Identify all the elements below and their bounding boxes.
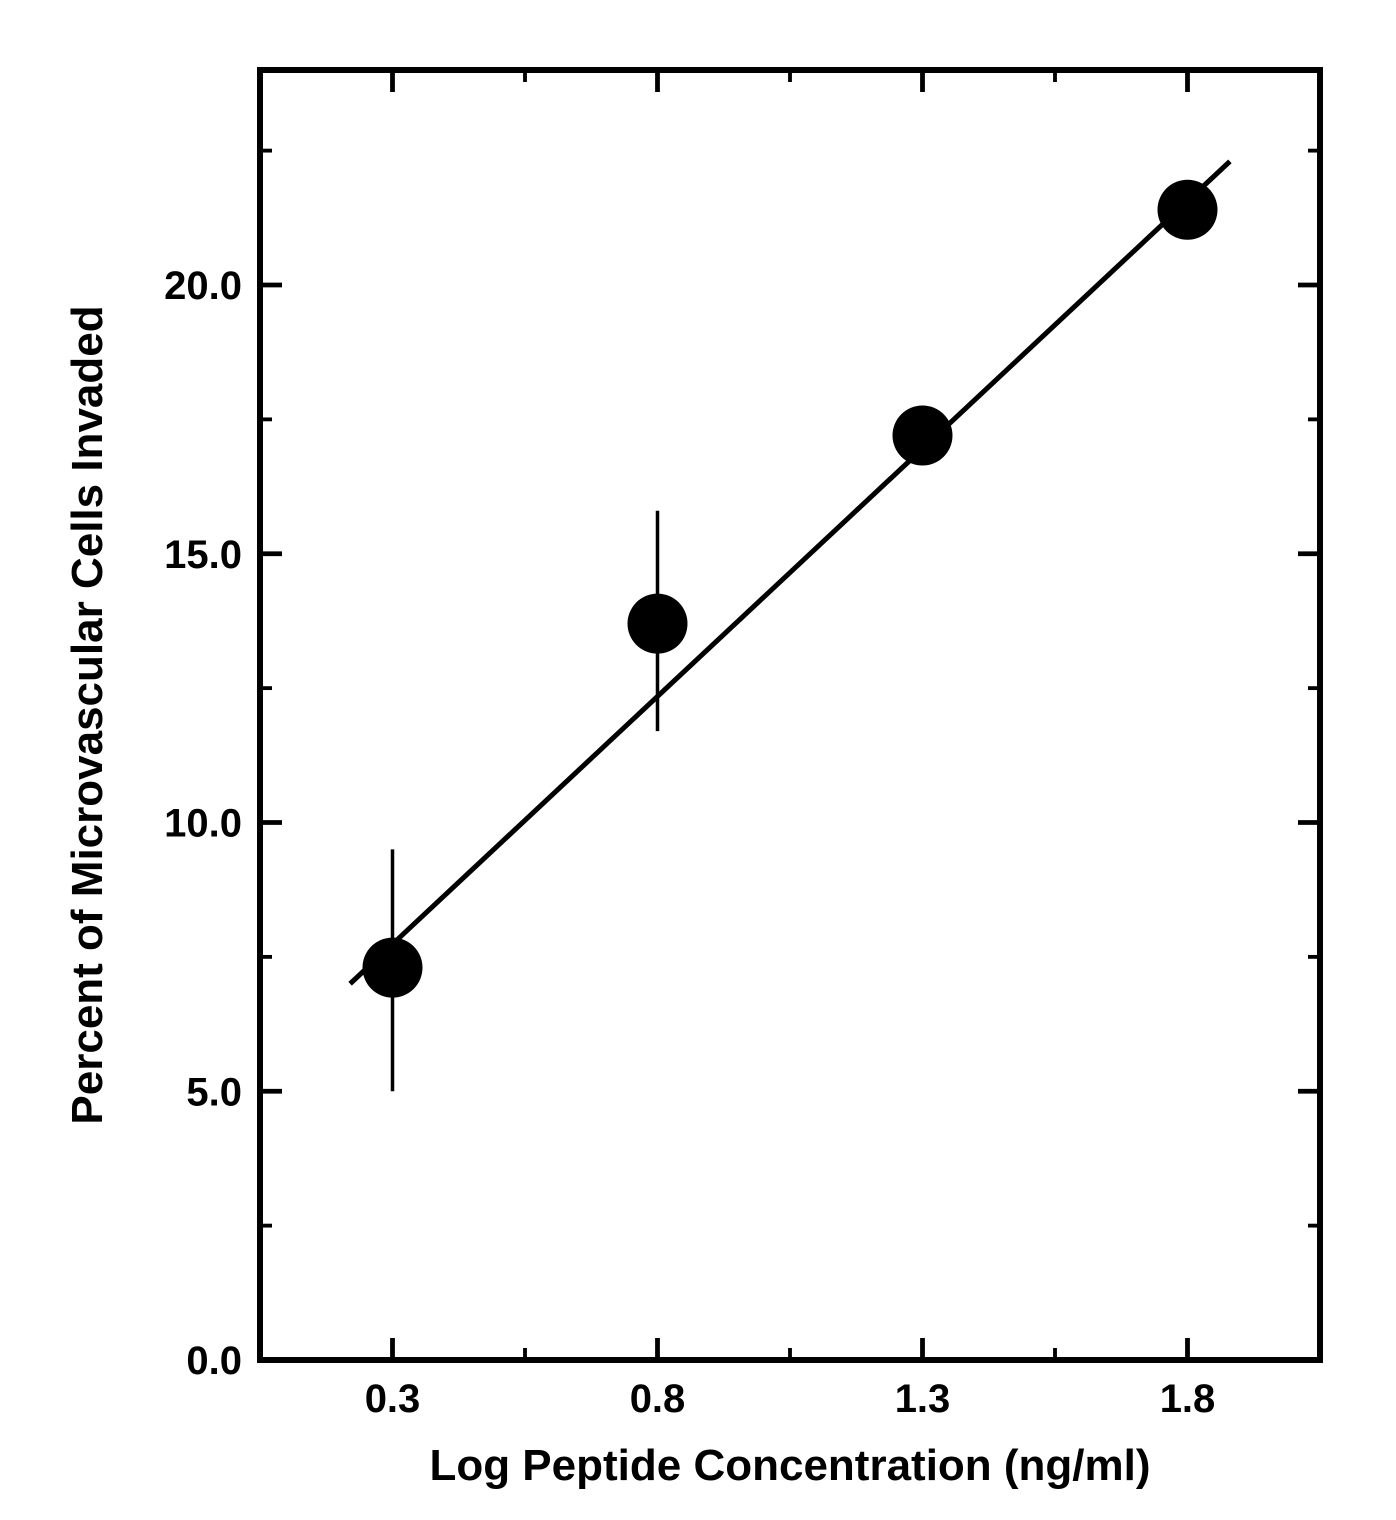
data-point — [1158, 180, 1218, 240]
plot-frame — [260, 70, 1320, 1360]
xtick-label: 1.8 — [1160, 1377, 1216, 1421]
fit-line — [350, 161, 1230, 983]
ytick-label: 20.0 — [164, 264, 242, 308]
y-axis-label: Percent of Microvascular Cells Invaded — [63, 305, 112, 1124]
data-point — [893, 406, 953, 466]
xtick-label: 1.3 — [895, 1377, 951, 1421]
ytick-label: 15.0 — [164, 533, 242, 577]
ytick-label: 5.0 — [186, 1070, 242, 1114]
data-point — [363, 938, 423, 998]
data-point — [628, 594, 688, 654]
ytick-label: 10.0 — [164, 802, 242, 846]
ytick-label: 0.0 — [186, 1339, 242, 1383]
scatter-chart: 0.3 0.8 1.3 1.8 0.0 5.0 10.0 15.0 20.0 Log Peptid… — [0, 0, 1396, 1515]
xtick-label: 0.3 — [365, 1377, 421, 1421]
x-axis-label: Log Peptide Concentration (ng/ml) — [429, 1441, 1150, 1490]
chart-container: 0.3 0.8 1.3 1.8 0.0 5.0 10.0 15.0 20.0 Log Peptid… — [0, 0, 1396, 1520]
xtick-label: 0.8 — [630, 1377, 686, 1421]
